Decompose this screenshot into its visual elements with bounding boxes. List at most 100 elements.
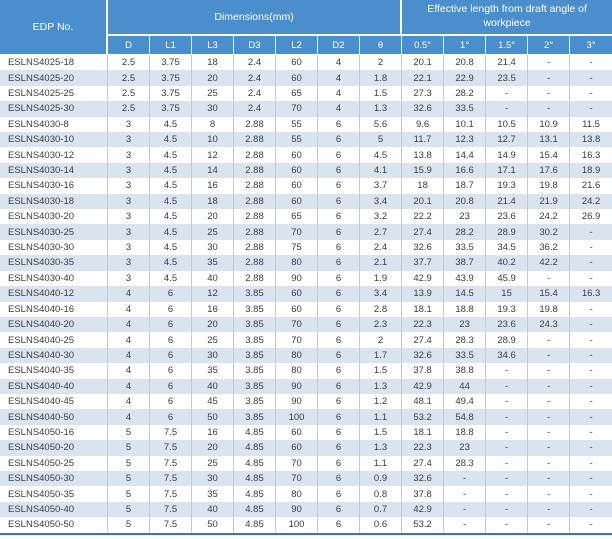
value-cell: - [486, 470, 529, 487]
table-row: ESLNS4030-25 3 4.5 25 2.88 70 6 2.7 27.4 28.2 28.9… [0, 224, 612, 240]
value-cell: 4.5 [150, 239, 192, 256]
value-cell: 3.85 [234, 301, 276, 317]
edp-cell: ESLNS4030-10 [0, 132, 108, 148]
edp-cell: ESLNS4030-35 [0, 255, 108, 271]
table-row: ESLNS4025-25 2.5 3.75 25 2.4 65 4 1.5 27.3 28.2- -… [0, 85, 612, 102]
value-cell: 19.3 [486, 178, 529, 194]
value-cell: 1.5 [360, 363, 403, 379]
value-cell: 4.5 [150, 147, 192, 163]
value-cell: 4.85 [234, 440, 276, 456]
value-cell: 3.75 [150, 85, 192, 102]
value-cell: 3.75 [150, 70, 192, 86]
value-cell: 42.9 [402, 270, 445, 287]
value-cell: 16.3 [570, 286, 612, 302]
value-cell: 6 [318, 440, 360, 456]
value-cell: 6 [318, 147, 360, 163]
table-row: ESLNS4040-35 4 6 35 3.85 80 6 1.5 37.8 38.8- - - [0, 363, 612, 379]
value-cell: - [570, 455, 612, 471]
value-cell: 6 [318, 224, 360, 240]
value-cell: 5 [108, 501, 150, 518]
value-cell: 90 [276, 378, 318, 394]
value-cell: 7.5 [150, 424, 192, 441]
value-cell: 42.9 [402, 378, 445, 394]
dim-col-header: D2 [318, 36, 360, 55]
value-cell: 18.9 [570, 162, 612, 179]
value-cell: 4 [108, 363, 150, 379]
value-cell: - [570, 424, 612, 441]
value-cell: 4.5 [150, 193, 192, 210]
value-cell: 60 [276, 193, 318, 210]
value-cell: 7.5 [150, 455, 192, 471]
table-row: ESLNS4040-16 4 6 16 3.85 60 6 2.8 18.1 18.8 19.3 19… [0, 301, 612, 317]
value-cell: 100 [276, 409, 318, 425]
edp-cell: ESLNS4040-45 [0, 393, 108, 410]
value-cell: 53.2 [402, 517, 445, 533]
value-cell: 4 [318, 55, 360, 71]
value-cell: 23.6 [486, 209, 529, 225]
value-cell: - [528, 455, 571, 471]
value-cell: 1.3 [360, 378, 403, 394]
dim-col-header: L2 [276, 36, 318, 55]
value-cell: 4.5 [150, 162, 192, 179]
value-cell: 3.85 [234, 363, 276, 379]
value-cell: 100 [276, 517, 318, 533]
value-cell: 7.5 [150, 517, 192, 533]
value-cell: 70 [276, 470, 318, 487]
value-cell: 4 [108, 332, 150, 348]
edp-cell: ESLNS4030-12 [0, 147, 108, 163]
table-row: ESLNS4050-40 5 7.5 40 4.85 90 6 0.7 42.9- - - - [0, 501, 612, 518]
value-cell: - [570, 55, 612, 71]
value-cell: 4.5 [150, 209, 192, 225]
value-cell: 5 [108, 455, 150, 471]
value-cell: 22.2 [402, 209, 445, 225]
value-cell: 2.88 [234, 132, 276, 148]
dim-col-header: L1 [150, 36, 192, 55]
value-cell: 4.5 [150, 178, 192, 194]
edp-cell: ESLNS4030-30 [0, 239, 108, 256]
value-cell: 4 [318, 85, 360, 102]
value-cell: 4.85 [234, 470, 276, 487]
value-cell: 18.8 [444, 301, 487, 317]
value-cell: 40 [192, 270, 234, 287]
value-cell: 6 [318, 193, 360, 210]
edp-cell: ESLNS4025-30 [0, 101, 108, 117]
value-cell: - [528, 363, 571, 379]
value-cell: 28.9 [486, 332, 529, 348]
value-cell: 15 [486, 286, 529, 302]
value-cell: 17.6 [528, 162, 571, 179]
value-cell: 4.85 [234, 455, 276, 471]
value-cell: - [570, 70, 612, 86]
value-cell: 6 [318, 409, 360, 425]
value-cell: 60 [276, 147, 318, 163]
value-cell: 35 [192, 255, 234, 271]
edp-cell: ESLNS4050-16 [0, 424, 108, 441]
effective-length-group-header: Effective length from draft angle of wor… [402, 0, 612, 36]
value-cell: - [570, 224, 612, 240]
value-cell: 53.2 [402, 409, 445, 425]
value-cell: 32.6 [402, 101, 445, 117]
value-cell: - [486, 517, 529, 533]
value-cell: 14.4 [444, 147, 487, 163]
value-cell: 16.6 [444, 162, 487, 179]
value-cell: 16.3 [570, 147, 612, 163]
value-cell: - [570, 440, 612, 456]
value-cell: 4 [108, 316, 150, 333]
value-cell: - [570, 501, 612, 518]
value-cell: 37.8 [402, 486, 445, 502]
value-cell: 55 [276, 132, 318, 148]
value-cell: 34.5 [486, 239, 529, 256]
value-cell: 70 [276, 224, 318, 240]
value-cell: 6 [150, 378, 192, 394]
value-cell: 2.4 [234, 70, 276, 86]
value-cell: - [486, 378, 529, 394]
value-cell: 6 [318, 178, 360, 194]
value-cell: 6 [318, 363, 360, 379]
value-cell: 18 [402, 178, 445, 194]
value-cell: 32.6 [402, 239, 445, 256]
value-cell: 30 [192, 101, 234, 117]
value-cell: 7.5 [150, 440, 192, 456]
value-cell: 3.85 [234, 393, 276, 410]
value-cell: 80 [276, 347, 318, 364]
value-cell: 27.4 [402, 332, 445, 348]
